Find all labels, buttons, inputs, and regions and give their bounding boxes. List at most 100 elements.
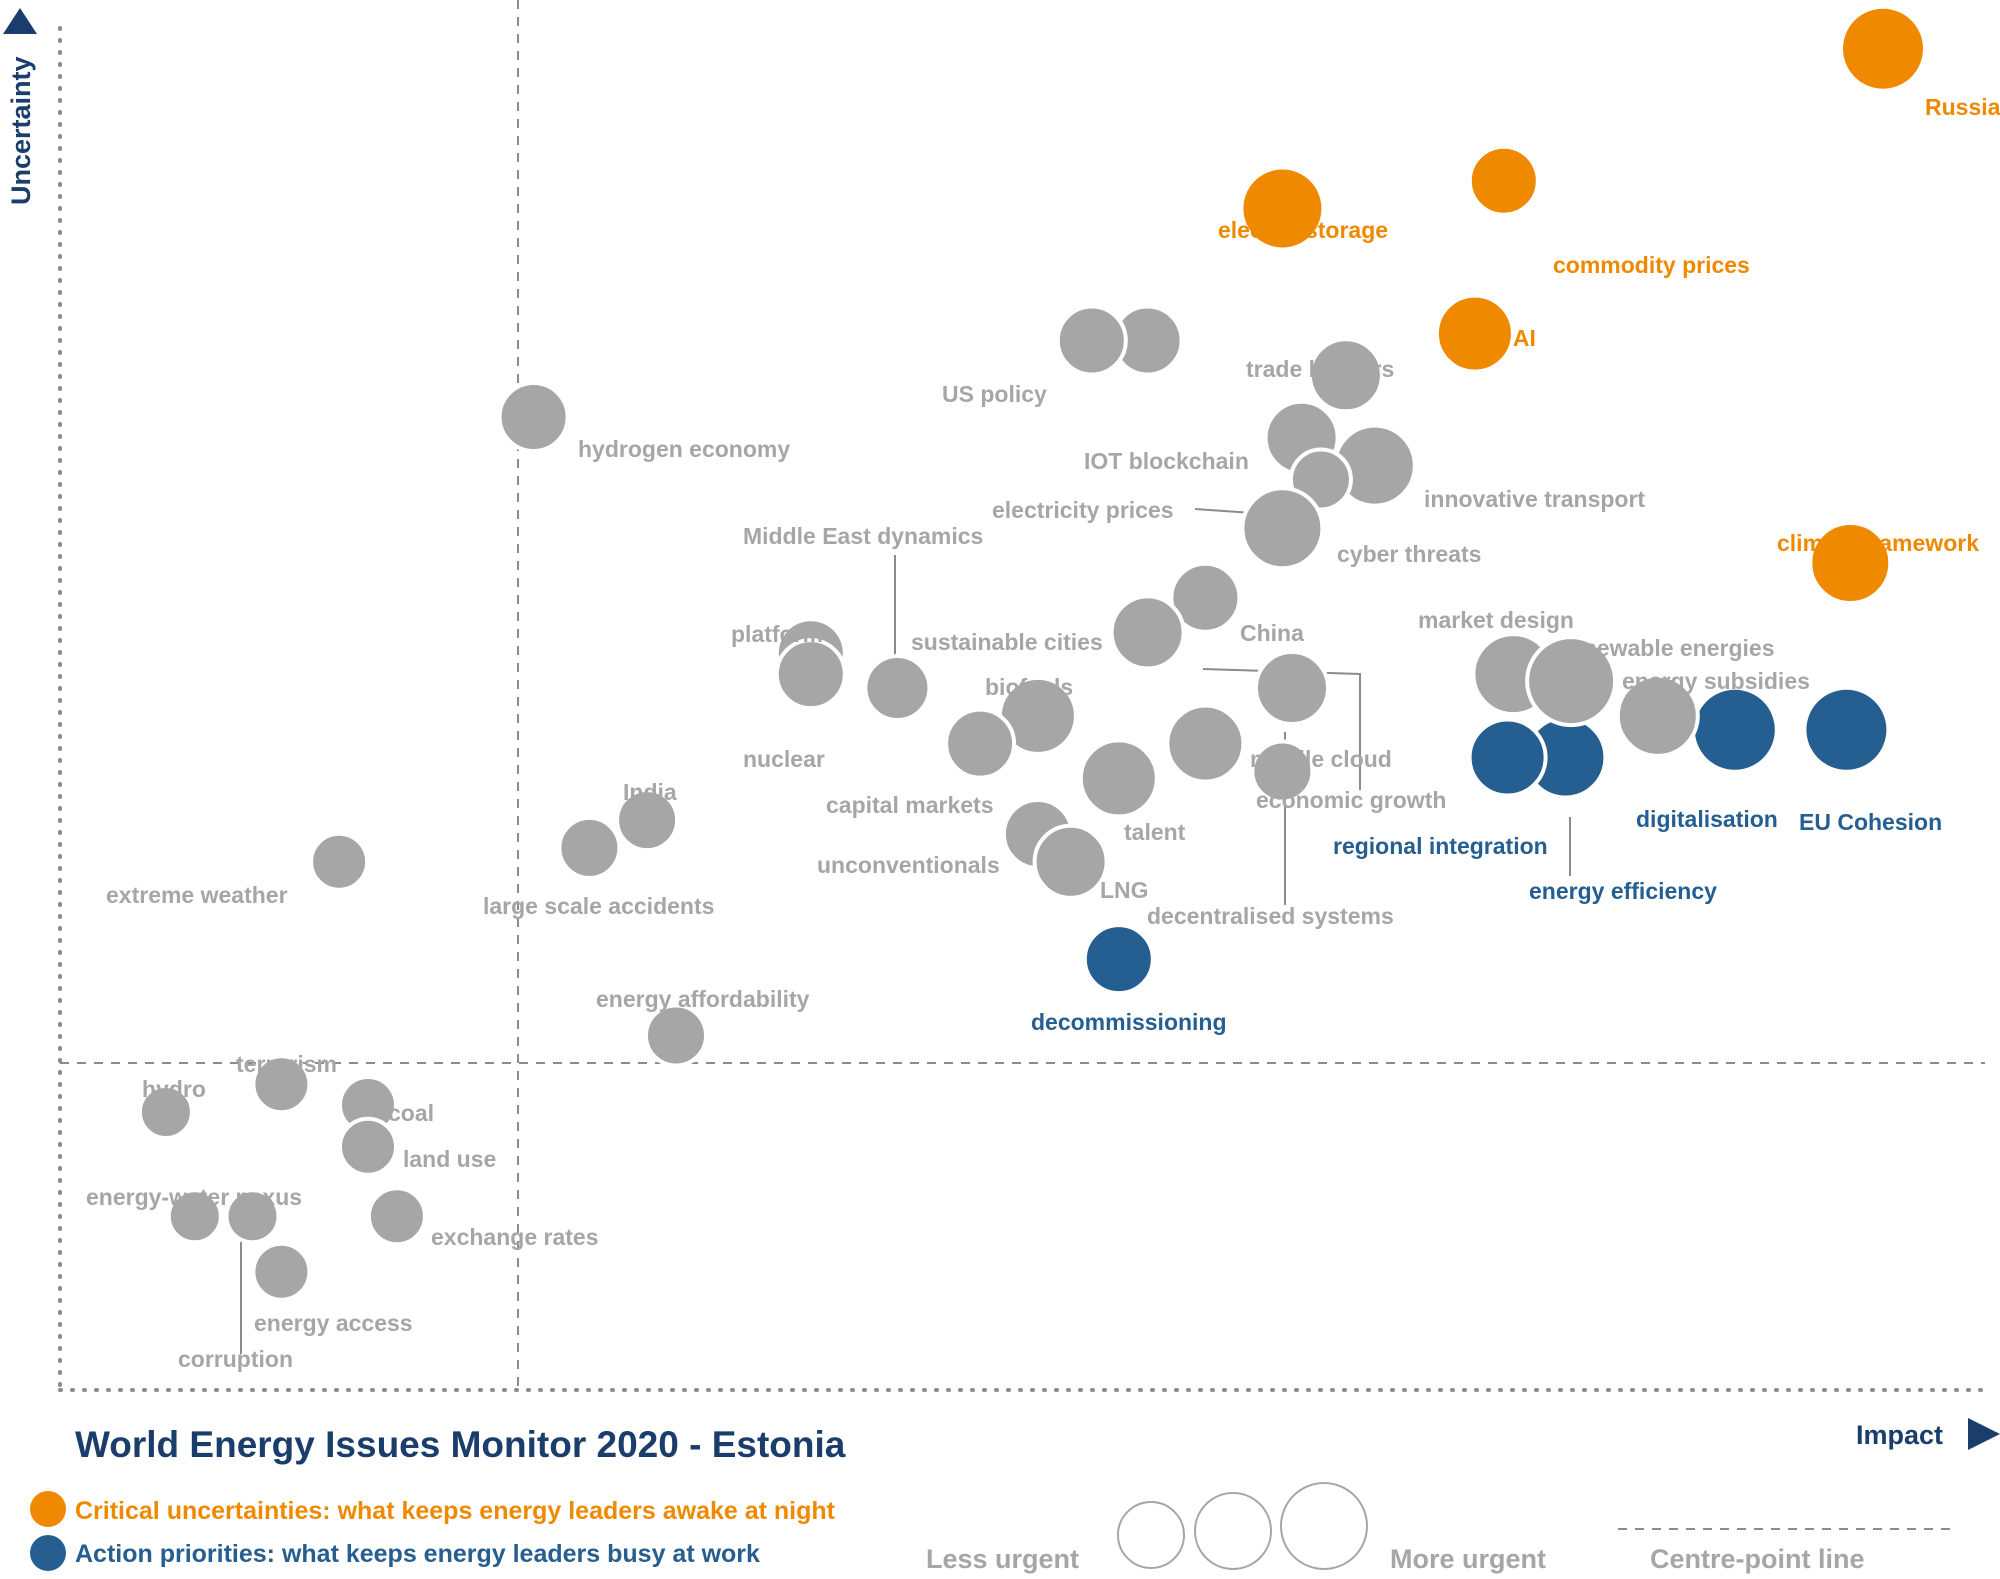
bubble-decommissioning [1082,923,1155,996]
bubble-terrorism [251,1054,312,1115]
point-label: electric storage [1218,217,1388,243]
bubbles [137,4,1927,1302]
bubble-energy-affordability [644,1003,708,1068]
point-label: LNG [1100,877,1149,903]
x-axis-label: Impact [1856,1420,1943,1450]
point-label: talent [1124,819,1186,845]
point-label: corruption [178,1346,293,1372]
point-label: India [623,779,677,805]
legend-blue-text: Action priorities: what keeps energy lea… [75,1540,760,1568]
bubble-exchange-rates [366,1186,427,1247]
legend-orange-text: Critical uncertainties: what keeps energ… [75,1497,836,1525]
point-label: climate framework [1777,530,1979,556]
point-label: China [1240,620,1304,646]
point-label: innovative transport [1424,486,1645,512]
point-label: cyber threats [1337,541,1481,567]
bubble-electric-storage [1239,165,1326,252]
point-label: hydrogen economy [578,436,790,462]
point-label: digitalisation [1636,806,1778,832]
legend-size-medium [1194,1492,1272,1570]
point-label: Middle East dynamics [743,523,983,549]
point-label: EU Cohesion [1799,809,1942,835]
bubble-hydrogen-economy [497,381,570,453]
bubble-us-policy [1055,304,1128,377]
point-label: energy access [254,1310,413,1336]
bubble-decentralised-systems [1250,739,1315,804]
bubble-middle-east-dynamics [863,654,932,722]
point-label: data AI [1460,325,1536,351]
legend-size-large [1280,1482,1368,1570]
bubble-sustainable-cities [1109,594,1186,671]
bubble-india [615,788,680,853]
y-axis-arrow-icon [3,8,37,34]
bubble-economic-growth [1165,703,1246,784]
bubble-energy-access [251,1241,312,1302]
bubble-corruption [224,1188,281,1245]
x-axis-arrow-icon [1968,1418,2000,1450]
bubble-mobile-cloud [1254,650,1330,726]
point-label: hydro [142,1076,206,1102]
point-label: coal [388,1100,434,1126]
bubble-trade-barriers [1307,337,1384,414]
bubble-hydro [137,1084,194,1140]
bubble-russia [1839,4,1927,93]
point-label: biofuels [985,674,1073,700]
point-label: renewable energies [1561,635,1775,661]
bubble-energy-water-nexus [166,1188,223,1245]
legend-orange-marker [30,1491,66,1527]
y-axis-label: Uncertainty [6,56,36,205]
bubble-land-use [338,1116,398,1177]
point-label: terrorism [236,1051,337,1077]
point-label: economic growth [1256,787,1446,813]
point-label: platforms [731,621,836,647]
point-label: unconventionals [817,852,1000,878]
point-label: energy efficiency [1529,878,1717,904]
point-label: sustainable cities [911,629,1103,655]
point-label: ccs [1133,323,1171,349]
point-label: exchange rates [431,1224,598,1250]
legend-blue-marker [30,1535,66,1571]
point-label: extreme weather [106,882,288,908]
point-label: decommissioning [1031,1009,1227,1035]
point-label: decentralised systems [1147,903,1394,929]
legend-less-urgent: Less urgent [926,1544,1079,1574]
point-label: land use [403,1146,496,1172]
bubble-digitalisation [1690,685,1779,774]
bubble-capital-markets [944,707,1017,780]
bubble-climate-framework [1808,521,1893,605]
point-label: regional integration [1333,833,1548,859]
point-label: market design [1418,607,1574,633]
bubble-large-scale-accidents [557,815,622,880]
bubble-talent [1078,738,1159,819]
bubble-regional-integration [1467,717,1548,798]
bubble-energy-subsidies [1615,673,1700,758]
point-label: IOT blockchain [1084,448,1249,474]
bubble-china [1169,561,1242,634]
point-label: energy affordability [596,986,810,1012]
bubble-commodity-prices [1467,144,1540,217]
chart-title: World Energy Issues Monitor 2020 - Eston… [75,1424,846,1465]
bubble-extreme-weather [309,831,370,892]
point-label: Russia [1925,94,2000,120]
point-label: US policy [942,381,1047,407]
point-label: electricity prices [992,497,1174,523]
point-labels: Russia commodity prices electric storage… [86,94,2000,1372]
bubble-renewable-energies [1525,635,1618,728]
point-label: energy subsidies [1622,668,1810,694]
point-label: trade barriers [1246,356,1394,382]
point-label: mobile cloud [1250,746,1392,772]
bubble-lng [1032,823,1109,900]
bubble-data-ai [1434,293,1515,374]
point-label: energy-water nexus [86,1184,302,1210]
leader-line-china [1202,668,1361,790]
point-label: nuclear [743,746,825,772]
point-label: large scale accidents [483,893,714,919]
legend-centre-line-label: Centre-point line [1650,1544,1865,1574]
legend-more-urgent: More urgent [1390,1544,1546,1574]
bubble-cyber-threats [1240,486,1325,571]
bubble-nuclear [774,638,847,711]
bubble-eu-cohesion [1802,685,1891,774]
legend-size-small [1117,1501,1185,1569]
point-label: commodity prices [1553,252,1750,278]
